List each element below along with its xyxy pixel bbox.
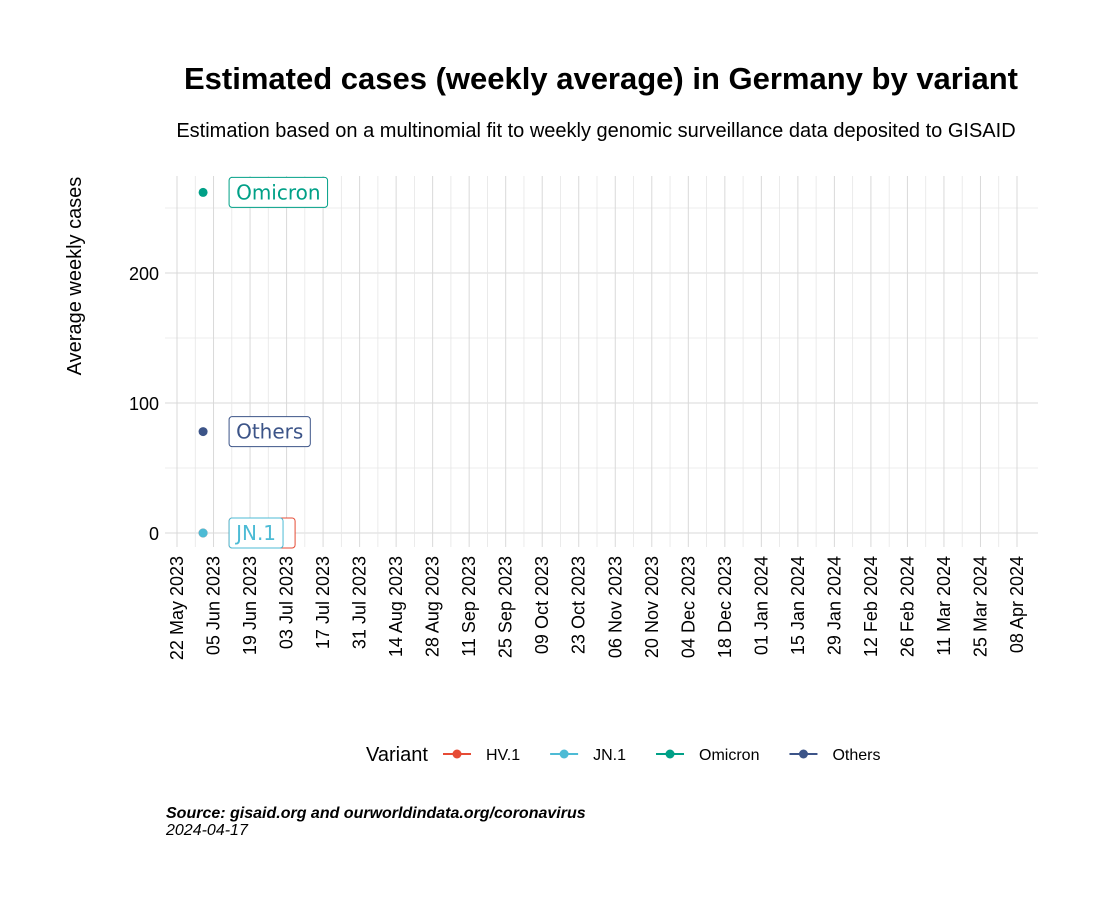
y-tick-label: 200 xyxy=(129,264,159,284)
legend-label: Omicron xyxy=(699,747,759,764)
x-tick-label: 20 Nov 2023 xyxy=(642,556,662,658)
chart-subtitle: Estimation based on a multinomial fit to… xyxy=(176,120,1015,142)
x-tick-label: 19 Jun 2023 xyxy=(240,556,260,655)
legend-item-others: Others xyxy=(789,747,880,764)
x-tick-label: 01 Jan 2024 xyxy=(751,556,771,655)
x-tick-label: 31 Jul 2023 xyxy=(350,556,370,649)
y-tick-label: 0 xyxy=(149,524,159,544)
x-tick-label: 14 Aug 2023 xyxy=(386,556,406,657)
x-tick-label: 25 Mar 2024 xyxy=(970,556,990,657)
y-axis: 0 100 200 xyxy=(129,264,159,544)
label-text-omicron: Omicron xyxy=(236,180,320,204)
x-tick-label: 29 Jan 2024 xyxy=(824,556,844,655)
x-tick-label: 04 Dec 2023 xyxy=(678,556,698,658)
data-point-others xyxy=(198,427,208,437)
x-tick-label: 22 May 2023 xyxy=(167,556,187,660)
legend-key-point xyxy=(665,749,675,759)
plot-grid xyxy=(165,176,1038,547)
x-tick-label: 09 Oct 2023 xyxy=(532,556,552,654)
label-text-jn-1: JN.1 xyxy=(234,521,276,545)
label-box-jn-1 xyxy=(228,517,284,549)
label-others: Others xyxy=(228,416,311,448)
x-tick-label: 28 Aug 2023 xyxy=(423,556,443,657)
x-tick-label: 18 Dec 2023 xyxy=(715,556,735,658)
x-tick-label: 23 Oct 2023 xyxy=(569,556,589,654)
data-point-jn-1 xyxy=(198,528,208,538)
legend-item-jn-1: JN.1 xyxy=(550,747,626,764)
x-tick-label: 26 Feb 2024 xyxy=(897,556,917,657)
x-tick-label: 05 Jun 2023 xyxy=(204,556,224,655)
y-tick-label: 100 xyxy=(129,394,159,414)
label-box-others xyxy=(228,416,311,448)
x-tick-label: 11 Mar 2024 xyxy=(934,556,954,656)
legend: HV.1 JN.1 Omicron Others xyxy=(443,747,880,764)
x-tick-label: 15 Jan 2024 xyxy=(788,556,808,655)
x-tick-label: 03 Jul 2023 xyxy=(277,556,297,649)
chart-title: Estimated cases (weekly average) in Germ… xyxy=(184,61,1018,96)
legend-item-omicron: Omicron xyxy=(656,747,759,764)
label-box-omicron xyxy=(228,176,329,208)
legend-label: HV.1 xyxy=(486,747,520,764)
legend-key-point xyxy=(559,749,569,759)
x-tick-label: 06 Nov 2023 xyxy=(605,556,625,658)
label-omicron: Omicron xyxy=(228,176,329,208)
legend-key-point xyxy=(798,749,808,759)
label-jn-1: JN.1 xyxy=(228,517,284,549)
x-tick-label: 08 Apr 2024 xyxy=(1007,556,1027,653)
legend-key-point xyxy=(452,749,462,759)
caption-source: Source: gisaid.org and ourworldindata.or… xyxy=(166,805,586,822)
legend-item-hv-1: HV.1 xyxy=(443,747,520,764)
x-tick-label: 12 Feb 2024 xyxy=(861,556,881,657)
x-tick-label: 11 Sep 2023 xyxy=(459,556,479,657)
x-tick-label: 17 Jul 2023 xyxy=(313,556,333,649)
legend-label: JN.1 xyxy=(593,747,626,764)
caption-date: 2024-04-17 xyxy=(165,822,249,839)
data-point-omicron xyxy=(198,187,208,197)
x-tick-label: 25 Sep 2023 xyxy=(496,556,516,658)
y-axis-title: Average weekly cases xyxy=(64,177,86,376)
x-axis: 22 May 2023 05 Jun 2023 19 Jun 2023 03 Jul … xyxy=(167,556,1027,660)
legend-label: Others xyxy=(832,747,880,764)
legend-title: Variant xyxy=(366,744,428,766)
plot-marks: JN.1 Omicron Others xyxy=(198,176,329,549)
label-text-others: Others xyxy=(236,420,303,444)
